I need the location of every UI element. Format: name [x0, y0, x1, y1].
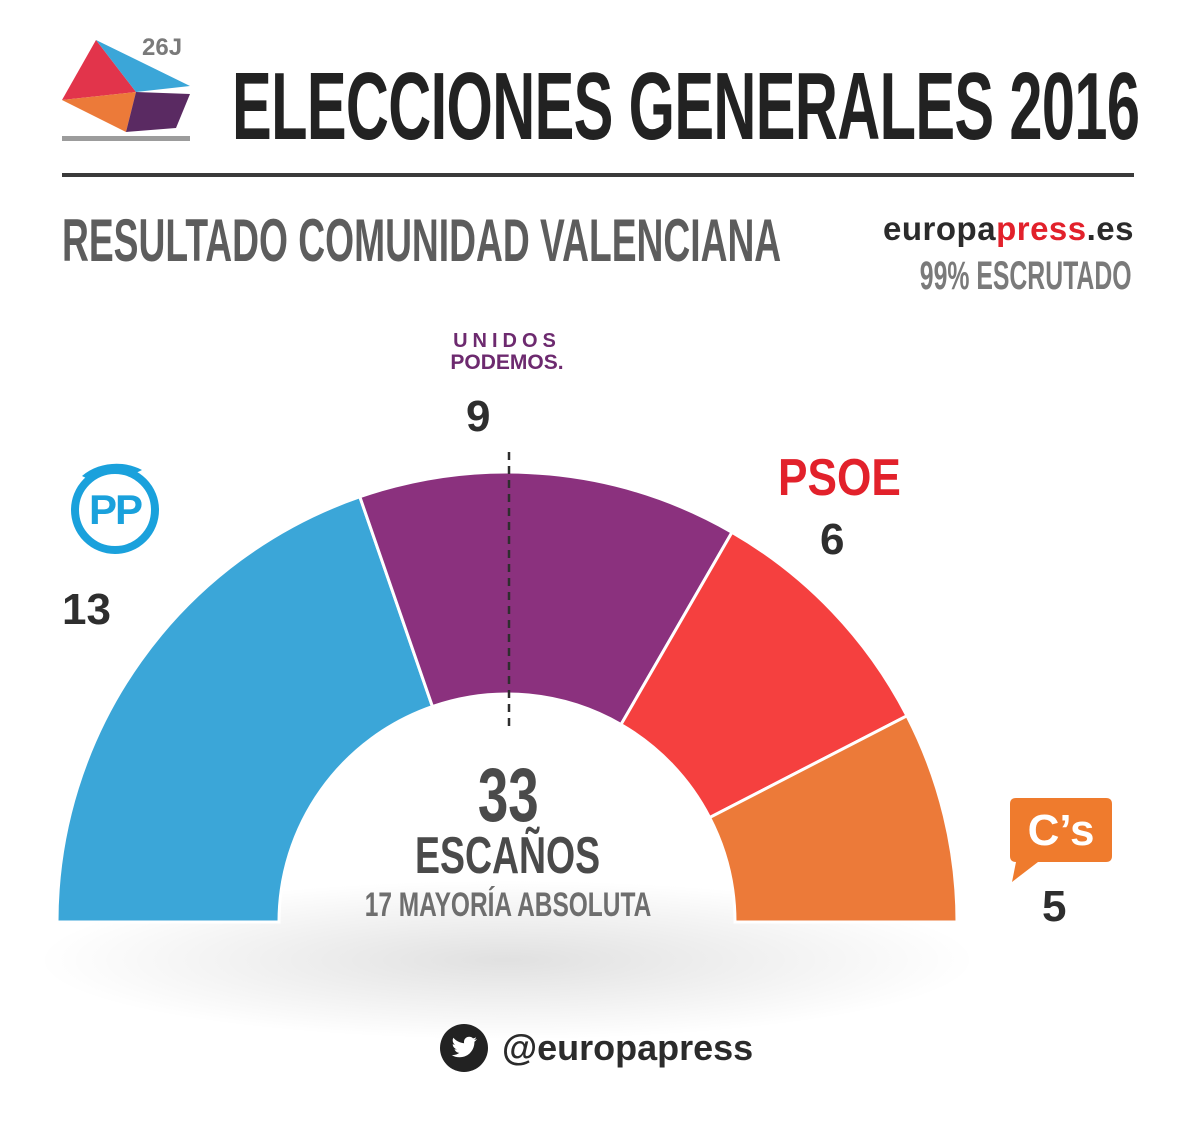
header-badge: 26J [142, 34, 183, 61]
cs-logo-text: C’s [1027, 806, 1095, 855]
cs-logo-icon: C’s [1008, 794, 1114, 884]
total-seats: 33 [0, 752, 1016, 839]
majority-label-text: 17 MAYORÍA ABSOLUTA [364, 886, 652, 924]
segment-cs [707, 713, 959, 924]
seats-label: ESCAÑOS [0, 826, 1016, 886]
segment-unidos-podemos [357, 470, 735, 727]
brand-suffix: .es [1086, 210, 1134, 247]
segment-pp [55, 494, 435, 924]
seat-label-up: 9 [466, 392, 491, 441]
up-logo-line1: UNIDOS [453, 330, 561, 352]
brand-wordmark: europapress.es [883, 210, 1134, 248]
seats-label-text: ESCAÑOS [415, 827, 601, 885]
twitter-link[interactable]: @europapress [440, 1024, 753, 1072]
up-logo-line2: PODEMOS. [450, 351, 564, 374]
brand-prefix: europa [883, 210, 997, 247]
page-title: ELECCIONES GENERALES 2016 [232, 53, 1140, 160]
pp-logo-icon: PP [62, 460, 168, 554]
twitter-handle[interactable]: @europapress [502, 1027, 754, 1068]
pp-logo-text: PP [88, 486, 143, 533]
seat-label-cs: 5 [1042, 882, 1067, 931]
title-divider [62, 173, 1134, 177]
majority-label: 17 MAYORÍA ABSOLUTA [0, 886, 1016, 925]
elections-logo: 26J [58, 32, 198, 144]
brand-accent: press [996, 210, 1087, 247]
subtitle: RESULTADO COMUNIDAD VALENCIANA [62, 207, 782, 274]
twitter-icon [440, 1024, 488, 1072]
seat-label-pp: 13 [62, 585, 111, 634]
total-seats-value: 33 [477, 753, 539, 838]
scrutiny-status: 99% ESCRUTADO [920, 254, 1132, 298]
seat-label-psoe: 6 [820, 515, 845, 564]
psoe-logo: PSOE [778, 449, 901, 507]
unidos-podemos-logo: UNIDOS PODEMOS. [432, 330, 582, 375]
